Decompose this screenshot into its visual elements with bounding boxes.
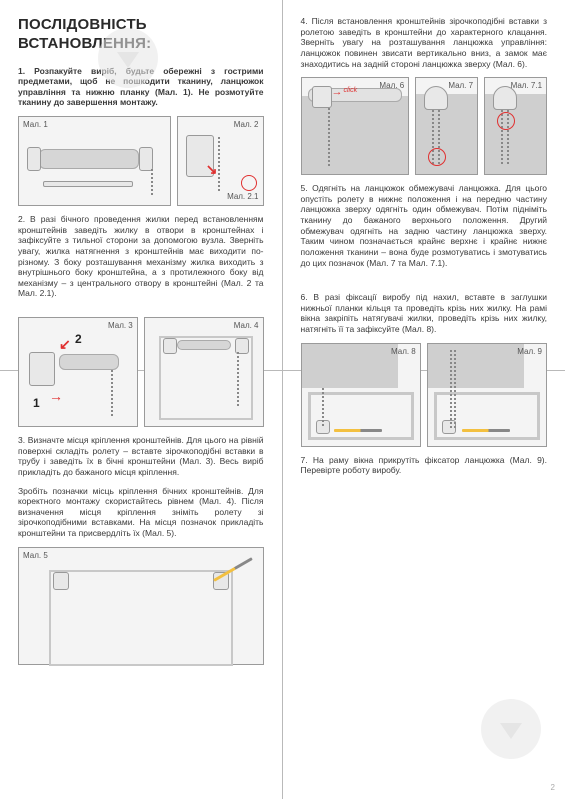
fig-row-4: Мал. 6 → click Мал. 7 Мал. 7.1 [301,77,548,175]
callout-2: 2 [75,332,82,347]
screwdriver-icon [462,429,510,432]
figure-4: Мал. 4 [144,317,264,427]
fig-row-5: Мал. 8 Мал. 9 [301,343,548,447]
figure-5: Мал. 5 [18,547,264,665]
fig-label: Мал. 9 [517,347,542,357]
fig-label: Мал. 5 [23,551,48,561]
arrow-icon: ↘ [206,161,218,179]
callout-1: 1 [33,396,40,411]
fig-label: Мал. 7.1 [511,81,542,91]
arrow-icon: ↙ [59,336,71,354]
figure-7-1: Мал. 7.1 [484,77,547,175]
step-2-text: 2. В разі бічного проведення жилки перед… [18,214,264,299]
figure-6: Мал. 6 → click [301,77,410,175]
watermark-icon [481,699,541,759]
fig-label: Мал. 7 [448,81,473,91]
step-7-text: 7. На раму вікна прикрутіть фіксатор лан… [301,455,548,476]
click-label: click [344,87,358,96]
fig-label: Мал. 8 [391,347,416,357]
figure-2: Мал. 2 ↘ Мал. 2.1 [177,116,264,206]
step-5-text: 5. Одягніть на ланцюжок обмежувачі ланцю… [301,183,548,268]
page: ПОСЛІДОВНІСТЬ ВСТАНОВЛЕННЯ: 1. Розпакуйт… [0,0,565,799]
fig-row-2: Мал. 3 ↙ 2 → 1 Мал. 4 [18,317,264,427]
right-column: 4. Після встановлення кронштейнів зірочк… [283,0,565,799]
fig-label: Мал. 4 [234,321,259,331]
left-column: ПОСЛІДОВНІСТЬ ВСТАНОВЛЕННЯ: 1. Розпакуйт… [0,0,283,799]
figure-8: Мал. 8 [301,343,421,447]
figure-7: Мал. 7 [415,77,478,175]
highlight-circle-icon [241,175,257,191]
fig-label: Мал. 3 [108,321,133,331]
fig-label: Мал. 2 [234,120,259,130]
watermark-icon [98,28,158,88]
step-6-text: 6. В разі фіксації виробу під нахил, вст… [301,292,548,335]
fig-label: Мал. 1 [23,120,48,130]
screwdriver-icon [334,429,382,432]
figure-1: Мал. 1 [18,116,171,206]
arrow-icon: → [332,86,343,100]
figure-3: Мал. 3 ↙ 2 → 1 [18,317,138,427]
page-number: 2 [551,783,555,793]
fig-label: Мал. 6 [379,81,404,91]
fig-row-1: Мал. 1 Мал. 2 ↘ Мал. 2.1 [18,116,264,206]
step-4-text: 4. Після встановлення кронштейнів зірочк… [301,16,548,69]
fig-label: Мал. 2.1 [227,192,258,202]
step-3b-text: Зробіть позначки місць кріплення бічних … [18,486,264,539]
figure-9: Мал. 9 [427,343,547,447]
step-3a-text: 3. Визначте місця кріплення кронштейнів.… [18,435,264,478]
fig-row-3: Мал. 5 [18,547,264,665]
arrow-icon: → [49,388,63,406]
